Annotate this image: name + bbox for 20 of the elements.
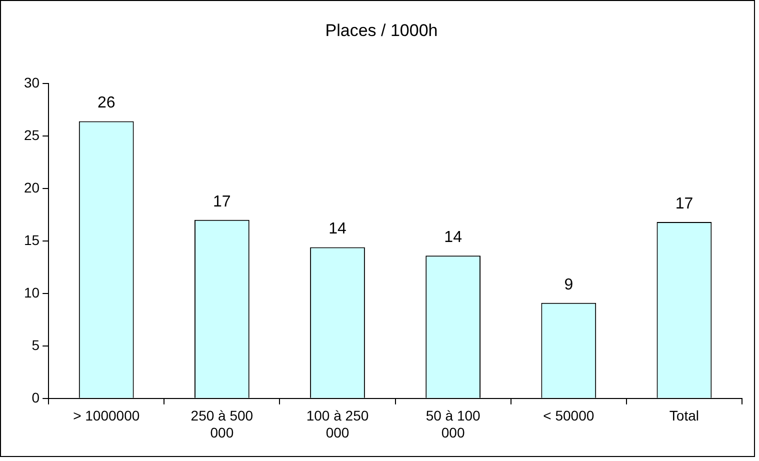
y-tick-label: 15 [24, 232, 40, 248]
y-tick-label: 25 [24, 126, 40, 143]
x-tick-label: 100 à 250 000 [306, 408, 369, 440]
data-label: 26 [97, 94, 116, 112]
y-tick-label: 0 [32, 389, 40, 406]
x-tick-label: 250 à 500 000 [190, 408, 254, 440]
chart-title: Places / 1000h [325, 20, 438, 40]
y-tick-label: 10 [24, 284, 40, 300]
x-tick-label: Total [669, 408, 700, 424]
data-label: 14 [328, 220, 346, 238]
data-label: 9 [564, 276, 574, 294]
data-label: 17 [213, 193, 231, 210]
x-tick-label: < 50000 [543, 408, 594, 424]
data-label: 14 [444, 229, 462, 246]
x-tick-label: > 1000000 [73, 408, 140, 424]
y-tick-label: 20 [24, 179, 40, 196]
data-label: 17 [675, 195, 694, 212]
x-tick-label: 50 à 100 000 [426, 408, 481, 440]
y-tick-label: 30 [24, 74, 40, 90]
y-tick-label: 5 [32, 336, 40, 353]
